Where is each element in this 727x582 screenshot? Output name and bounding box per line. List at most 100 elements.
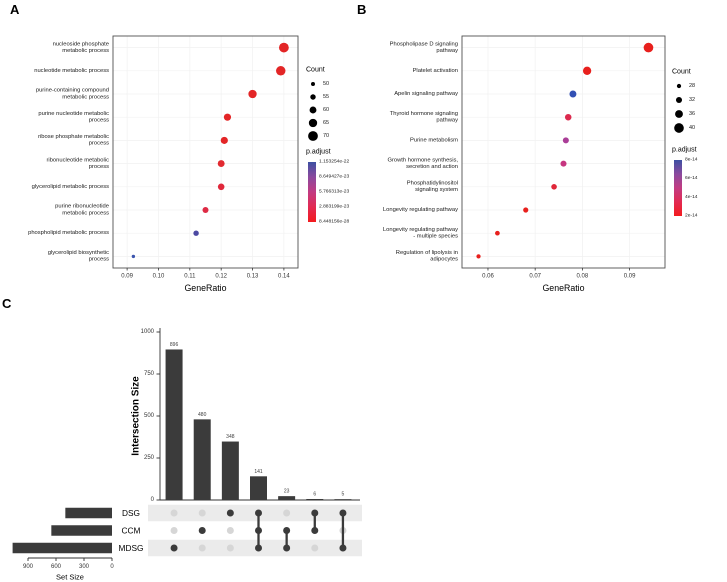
x-tick-label: 0.09 [121, 274, 133, 280]
intersection-bar [306, 498, 324, 500]
y-tick-label: 0 [151, 497, 155, 503]
count-legend-dot [308, 118, 318, 128]
category-label: purine-containing compound [36, 88, 109, 94]
intersection-bar [193, 419, 211, 500]
y-tick-label: 1000 [141, 329, 155, 335]
intersection-value: 141 [254, 469, 263, 475]
data-point [562, 137, 569, 144]
category-label: metabolic process [62, 94, 109, 100]
count-legend-dot [309, 106, 317, 114]
set-size-bar [65, 507, 112, 519]
count-legend-dot [675, 96, 683, 104]
count-legend-label: 55 [323, 94, 329, 100]
category-label: phospholipid metabolic process [28, 230, 109, 236]
category-label: nucleoside phosphate [53, 41, 109, 47]
count-legend-label: 65 [323, 120, 329, 126]
intersection-bar [165, 349, 183, 500]
intersection-value: 480 [198, 412, 207, 418]
x-tick-label: 0.07 [529, 274, 541, 280]
category-label: Phospholipase D signaling [390, 41, 458, 47]
matrix-dot-inactive [170, 509, 178, 517]
category-label: - multiple species [413, 234, 458, 240]
panel-label-c: C [2, 296, 12, 311]
set-name: DSG [122, 508, 140, 518]
padjust-legend-label: 4e-14 [685, 194, 698, 200]
matrix-dot-inactive [198, 544, 206, 552]
intersection-bar [334, 499, 352, 500]
data-point [217, 183, 225, 191]
data-point [220, 136, 228, 144]
category-label: Purine metabolism [410, 137, 458, 143]
count-legend-label: 40 [689, 125, 695, 131]
category-label: process [89, 257, 109, 263]
category-label: Regulation of lipolysis in [396, 250, 458, 256]
category-label: pathway [436, 48, 458, 54]
x-tick-label: 0.13 [247, 274, 259, 280]
category-label: pathway [436, 118, 458, 124]
plot-border [112, 35, 299, 269]
x-tick-label: 0.11 [184, 274, 196, 280]
category-label: secretion and action [406, 164, 458, 170]
x-tick-label: 0.10 [153, 274, 165, 280]
matrix-dot-active [170, 544, 178, 552]
panel-a-go-dotplot: 0.09 0.10 0.11 0.12 0.13 0.14 nucleoside phosp… [28, 35, 349, 293]
count-legend-dot [676, 83, 682, 89]
matrix-dot-active [339, 509, 347, 517]
data-point [523, 207, 529, 213]
matrix-dot-active [283, 527, 291, 534]
data-point [276, 66, 286, 76]
padjust-legend-label: 5.766313e-23 [319, 189, 349, 195]
matrix-dot-active [226, 509, 234, 517]
category-label: glycerolipid biosynthetic [48, 250, 109, 256]
count-legend-dot [308, 131, 318, 141]
padjust-gradient-bar [308, 162, 316, 222]
intersection-value: 896 [170, 342, 179, 348]
x-tick-label: 0.06 [482, 274, 494, 280]
padjust-legend-label: 8.649427e-23 [319, 174, 349, 180]
category-label: Apelin signaling pathway [394, 91, 458, 97]
category-label: metabolic process [62, 210, 109, 216]
category-label: purine nucleotide metabolic [38, 111, 109, 117]
category-label: Longevity regulating pathway [383, 207, 458, 213]
matrix-dot-active [255, 527, 262, 534]
data-point [582, 66, 592, 75]
data-point [202, 206, 209, 214]
count-legend-dot [310, 94, 316, 100]
category-label: nucleotide metabolic process [34, 68, 109, 74]
x-tick-label: 0.14 [278, 274, 290, 280]
data-point [131, 254, 136, 259]
category-label: process [89, 118, 109, 124]
count-legend-label: 36 [689, 111, 695, 117]
count-legend-label: 70 [323, 133, 329, 139]
intersection-value: 348 [226, 434, 235, 440]
intersection-value: 23 [284, 489, 290, 495]
padjust-legend-label: 8e-14 [685, 157, 698, 163]
padjust-legend-label: 1.153254e-22 [319, 159, 349, 165]
matrix-dot-active [283, 544, 291, 552]
data-point [223, 113, 232, 121]
matrix-dot-active [311, 509, 319, 517]
category-label: purine ribonucleotide [55, 204, 109, 210]
category-label: process [89, 164, 109, 170]
category-label: Growth hormone synthesis, [387, 157, 458, 163]
count-legend-dot [675, 110, 683, 118]
data-point [564, 113, 572, 121]
count-legend-label: 50 [323, 81, 329, 87]
x-tick-label: 0.08 [577, 274, 589, 280]
set-name: CCM [122, 526, 141, 536]
data-point [217, 160, 225, 168]
y-tick-label: 750 [144, 371, 155, 377]
count-legend-dot [311, 82, 315, 86]
intersection-bar [221, 441, 239, 500]
data-point [560, 160, 567, 167]
intersection-value: 5 [342, 492, 345, 498]
panel-c-upset-plot: 0 250 500 750 1000 Intersection Size 896 480 348… [12, 328, 362, 582]
count-legend-dot [674, 123, 684, 133]
set-axis-tick-label: 900 [23, 564, 34, 570]
count-legend-title: Count [672, 69, 691, 76]
panel-b-kegg-dotplot: 0.06 0.07 0.08 0.09 Phospholipase D signalin… [383, 35, 698, 293]
category-label: Longevity regulating pathway [383, 227, 458, 233]
matrix-dot-active [198, 527, 206, 534]
category-label: Phosphatidylinositol [407, 181, 458, 187]
data-point [193, 230, 199, 236]
